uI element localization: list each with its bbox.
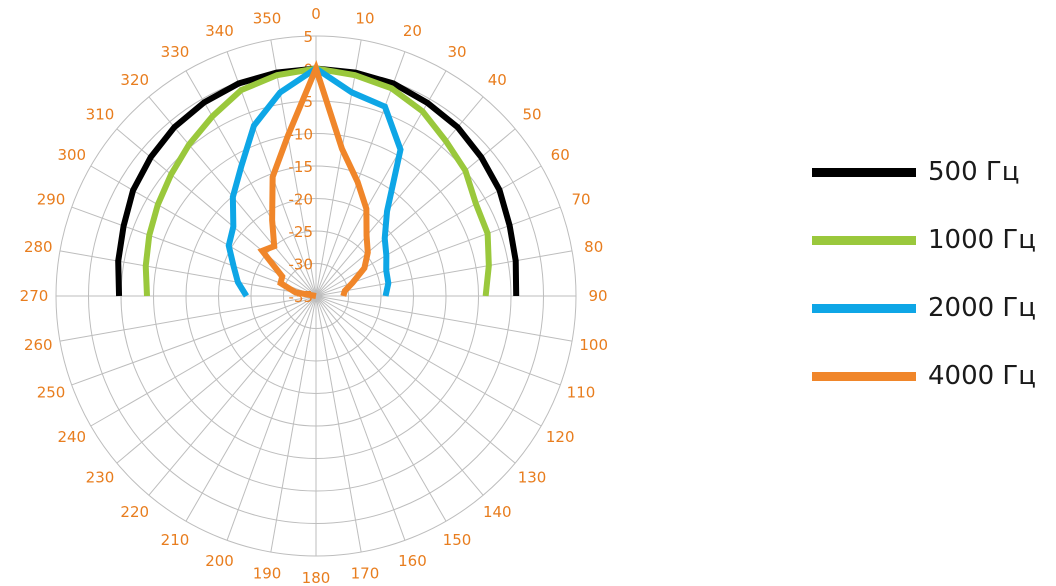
angle-tick-label: 240 xyxy=(57,428,86,446)
grid-spoke xyxy=(59,250,317,297)
legend-swatch-2000 xyxy=(812,303,916,313)
radial-tick-label: 5 xyxy=(303,28,313,46)
angle-tick-label: 210 xyxy=(161,531,190,549)
grid-spoke xyxy=(270,295,317,553)
legend-label-2000: 2000 Гц xyxy=(928,293,1036,323)
angle-tick-label: 290 xyxy=(37,191,66,209)
angle-tick-label: 270 xyxy=(20,287,49,305)
grid-spoke xyxy=(71,295,317,386)
angle-tick-label: 10 xyxy=(355,9,374,27)
legend-item-2000: 2000 Гц xyxy=(812,274,1052,342)
grid-spoke xyxy=(315,295,516,464)
legend-item-4000: 4000 Гц xyxy=(812,342,1052,410)
angle-tick-label: 20 xyxy=(403,22,422,40)
legend-item-500: 500 Гц xyxy=(812,138,1052,206)
angle-tick-label: 160 xyxy=(398,552,427,570)
angle-tick-label: 120 xyxy=(546,428,575,446)
angle-tick-labels: 0 10 20 30 40 50 60 70 80 90 100 110 120 130 140 150 160… xyxy=(20,5,608,586)
angle-tick-label: 60 xyxy=(551,146,570,164)
grid-spoke xyxy=(315,51,406,297)
radial-tick-label: -20 xyxy=(289,191,314,209)
radial-tick-label: -15 xyxy=(289,158,314,176)
series-line-0 xyxy=(115,65,520,297)
grid-spoke xyxy=(185,70,317,297)
angle-tick-label: 40 xyxy=(488,71,507,89)
angle-tick-label: 130 xyxy=(518,468,547,486)
legend-swatch-4000 xyxy=(812,371,916,381)
grid-spoke xyxy=(71,206,317,297)
angle-tick-label: 90 xyxy=(588,287,607,305)
series-lines xyxy=(115,59,520,299)
angle-tick-label: 170 xyxy=(351,565,380,583)
grid-spoke xyxy=(315,295,447,522)
angle-tick-label: 50 xyxy=(522,106,541,124)
angle-tick-label: 180 xyxy=(302,569,331,586)
series-line-1 xyxy=(142,65,492,297)
grid-spoke xyxy=(315,250,573,297)
radial-tick-label: -10 xyxy=(289,126,314,144)
angle-tick-label: 190 xyxy=(253,565,282,583)
grid-spoke xyxy=(315,295,542,427)
grid-spoke xyxy=(315,295,362,553)
grid-spoke xyxy=(148,295,317,496)
grid-spoke xyxy=(315,96,484,297)
legend: 500 Гц 1000 Гц 2000 Гц 4000 Гц xyxy=(812,138,1052,410)
radial-tick-label: -25 xyxy=(289,223,314,241)
polar-grid xyxy=(55,35,577,557)
angle-tick-label: 340 xyxy=(205,22,234,40)
angle-tick-label: 260 xyxy=(24,336,53,354)
grid-spoke xyxy=(315,39,362,297)
angle-tick-label: 0 xyxy=(311,5,321,23)
grid-spoke xyxy=(315,165,542,297)
angle-tick-label: 80 xyxy=(584,238,603,256)
legend-swatch-1000 xyxy=(812,235,916,245)
grid-spoke xyxy=(315,295,406,541)
angle-tick-label: 110 xyxy=(567,383,596,401)
angle-tick-label: 70 xyxy=(571,191,590,209)
legend-label-1000: 1000 Гц xyxy=(928,225,1036,255)
grid-spoke xyxy=(226,295,317,541)
radial-tick-labels: 50-5-10-15-20-25-30-35 xyxy=(289,28,314,306)
legend-label-500: 500 Гц xyxy=(928,157,1020,187)
grid-spoke xyxy=(185,295,317,522)
angle-tick-label: 320 xyxy=(120,71,149,89)
angle-tick-label: 30 xyxy=(447,43,466,61)
legend-label-4000: 4000 Гц xyxy=(928,361,1036,391)
angle-tick-label: 350 xyxy=(253,9,282,27)
angle-tick-label: 150 xyxy=(443,531,472,549)
angle-tick-label: 310 xyxy=(86,106,115,124)
grid-spoke xyxy=(315,70,447,297)
angle-tick-label: 200 xyxy=(205,552,234,570)
grid-spoke xyxy=(116,295,317,464)
polar-chart: 0 10 20 30 40 50 60 70 80 90 100 110 120 130 140 150 160… xyxy=(20,5,608,586)
grid-spoke xyxy=(315,295,561,386)
angle-tick-label: 280 xyxy=(24,238,53,256)
legend-item-1000: 1000 Гц xyxy=(812,206,1052,274)
grid-spoke xyxy=(59,295,317,342)
angle-tick-label: 250 xyxy=(37,383,66,401)
angle-tick-label: 100 xyxy=(579,336,608,354)
angle-tick-label: 220 xyxy=(120,503,149,521)
angle-tick-label: 300 xyxy=(57,146,86,164)
legend-swatch-500 xyxy=(812,167,916,177)
grid-spoke xyxy=(270,39,317,297)
grid-spoke xyxy=(90,295,317,427)
grid-spoke xyxy=(315,295,484,496)
series-line-3 xyxy=(257,59,371,299)
angle-tick-label: 330 xyxy=(161,43,190,61)
angle-tick-label: 140 xyxy=(483,503,512,521)
grid-spoke xyxy=(315,295,573,342)
angle-tick-label: 230 xyxy=(86,468,115,486)
radial-tick-label: -30 xyxy=(289,256,314,274)
